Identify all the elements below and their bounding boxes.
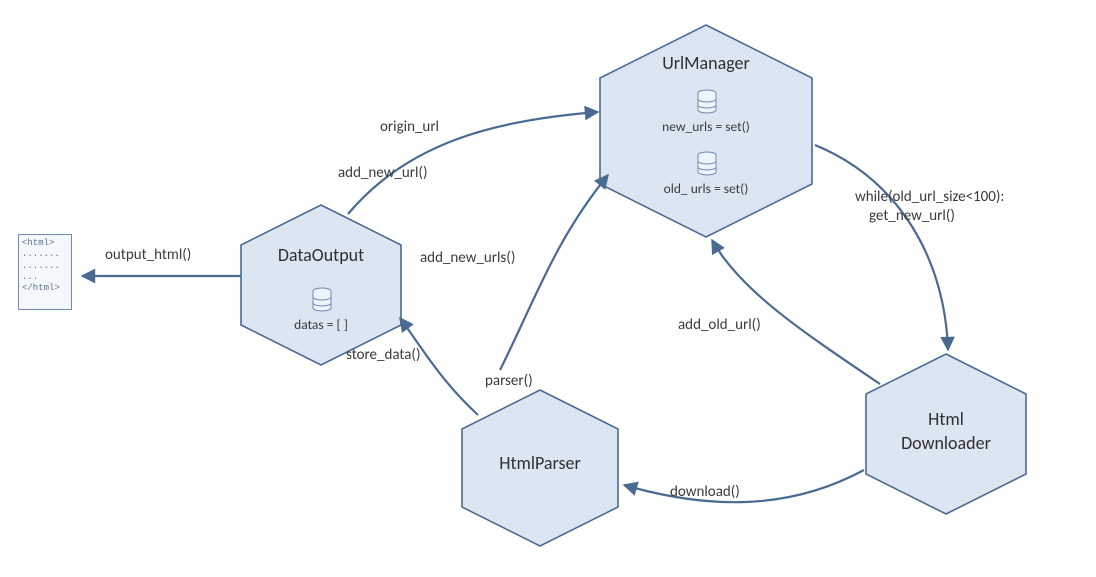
label-download: download()	[670, 483, 740, 501]
label-while-get-l1: while(old_url_size<100):	[855, 188, 1075, 207]
label-origin-url: origin_url	[380, 118, 439, 136]
label-add-new-url: add_new_url()	[338, 164, 428, 182]
urlmanager-line1: new_urls = set()	[630, 118, 782, 135]
snippet-line: .......	[22, 261, 68, 272]
edge-download	[624, 470, 864, 502]
edge-parser-store	[400, 318, 478, 415]
edge-while-get	[815, 145, 948, 350]
label-parser: parser()	[485, 372, 533, 390]
db-icon	[313, 288, 331, 311]
snippet-line: </html>	[22, 283, 68, 294]
diagram-canvas: { "diagram": { "type": "flowchart", "bac…	[0, 0, 1096, 577]
svg-layer	[0, 0, 1096, 577]
label-while-get: while(old_url_size<100): get_new_url()	[855, 188, 1075, 226]
db-icon	[698, 90, 716, 113]
htmldownloader-title-l1: Html	[880, 408, 1012, 430]
label-while-get-l2: get_new_url()	[855, 207, 1075, 226]
label-add-new-urls: add_new_urls()	[420, 249, 515, 267]
dataoutput-title: DataOutput	[260, 244, 382, 266]
urlmanager-title: UrlManager	[630, 52, 782, 74]
db-icon	[698, 152, 716, 175]
edge-add-old-url	[712, 240, 880, 384]
htmldownloader-title-l2: Downloader	[880, 432, 1012, 454]
node-dataoutput	[241, 205, 401, 365]
dataoutput-line1: datas = [ ]	[260, 316, 382, 333]
label-output-html: output_html()	[105, 246, 191, 264]
label-store-data: store_data()	[346, 346, 421, 364]
snippet-line: ...	[22, 272, 68, 283]
label-add-old-url: add_old_url()	[678, 316, 761, 334]
snippet-line: .......	[22, 249, 68, 260]
snippet-line: <html>	[22, 238, 68, 249]
urlmanager-line2: old_ urls = set()	[630, 180, 782, 197]
html-snippet-box: <html> ....... ....... ... </html>	[18, 234, 72, 310]
edge-add-new-urls	[500, 175, 608, 370]
htmlparser-title: HtmlParser	[478, 452, 602, 474]
